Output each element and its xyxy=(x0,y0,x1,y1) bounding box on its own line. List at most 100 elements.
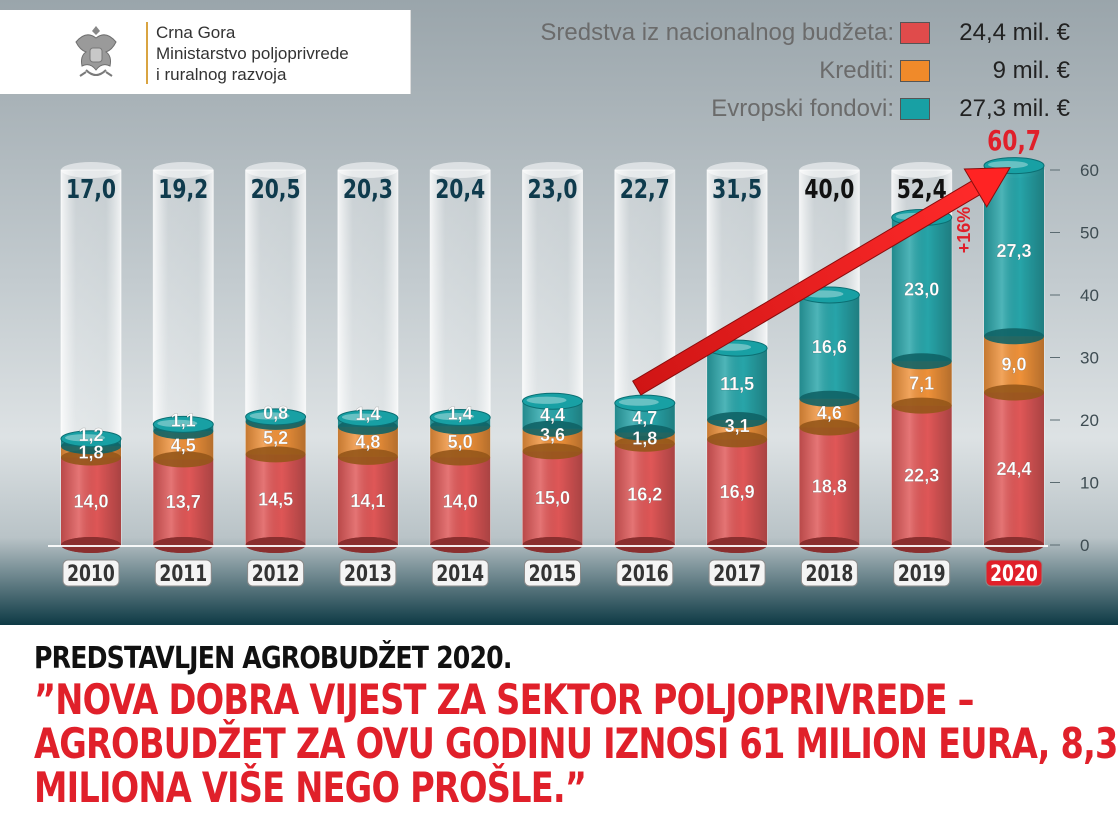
bar-segment-shade xyxy=(245,454,306,545)
bar-top-highlight xyxy=(65,434,105,442)
segment-value-label: 16,6 xyxy=(812,337,847,357)
year-plate xyxy=(62,559,120,587)
ministry-title-line1: Ministarstvo poljoprivrede xyxy=(156,44,349,63)
bar-segment-base xyxy=(799,419,860,436)
bar-total-label: 60,7 xyxy=(987,124,1041,156)
glass-top xyxy=(891,162,952,178)
year-plate xyxy=(247,559,305,587)
legend-label: Krediti: xyxy=(819,57,894,84)
bar-top-highlight xyxy=(526,396,567,404)
year-plate xyxy=(431,559,489,587)
year-plate xyxy=(616,559,674,587)
bar-segment-base xyxy=(245,446,306,463)
bar-top-highlight xyxy=(341,413,382,421)
bar-segment-shade xyxy=(707,439,768,545)
bar-segment-base xyxy=(799,390,860,407)
bar-total-label: 40,0 xyxy=(804,175,854,205)
segment-value-label: 1,4 xyxy=(448,404,473,424)
bar-total-label: 20,4 xyxy=(435,175,485,205)
legend-item-credits: Krediti: 9 mil. € xyxy=(430,52,1070,90)
bar-segment-base xyxy=(891,353,952,370)
year-plate xyxy=(985,559,1043,587)
ministry-name: Crna Gora Ministarstvo poljoprivrede i r… xyxy=(156,22,349,85)
bar-segment-base xyxy=(984,384,1044,401)
bar-top-cap xyxy=(522,392,583,410)
segment-value-label: 14,0 xyxy=(73,491,108,511)
article-headline: PREDSTAVLJEN AGROBUDŽET 2020. ”NOVA DOBR… xyxy=(34,640,1118,812)
legend-item-national-budget: Sredstva iz nacionalnog budžeta: 24,4 mi… xyxy=(430,14,1070,52)
bar-top-cap xyxy=(614,394,676,412)
y-tick-label: 10 xyxy=(1080,474,1099,493)
year-plate xyxy=(893,559,951,587)
bar-top-cap xyxy=(152,415,214,433)
bar-segment-shade xyxy=(799,427,860,545)
legend-swatch-orange xyxy=(900,60,930,82)
headline-quote-line1: ”NOVA DOBRA VIJEST ZA SEKTOR POLJOPRIVRE… xyxy=(34,675,974,724)
bar-segment-base xyxy=(522,443,583,460)
bar-segment-shade xyxy=(799,295,860,399)
bar-segment-shade xyxy=(984,392,1044,545)
segment-value-label: 7,1 xyxy=(909,373,934,393)
bar-top-highlight xyxy=(157,419,198,428)
legend-label: Sredstva iz nacionalnog budžeta: xyxy=(540,19,894,46)
baseline xyxy=(48,545,1048,547)
bar-total-label: 22,7 xyxy=(620,175,670,205)
bar-top-cap xyxy=(245,408,307,426)
segment-value-label: 22,3 xyxy=(904,465,939,485)
y-tick-label: 0 xyxy=(1080,536,1089,555)
segment-value-label: 4,8 xyxy=(355,432,380,452)
legend-swatch-red xyxy=(900,22,930,44)
y-tick-label: 60 xyxy=(1080,161,1099,180)
bar-top-highlight xyxy=(618,398,659,406)
segment-value-label: 3,1 xyxy=(725,416,750,436)
segment-value-label: 4,4 xyxy=(540,405,565,425)
glass-top xyxy=(707,162,768,178)
year-label: 2013 xyxy=(344,561,392,587)
legend-value: 24,4 mil. € xyxy=(959,19,1070,46)
year-label: 2016 xyxy=(621,561,669,587)
bar-total-label: 23,0 xyxy=(528,175,578,205)
segment-value-label: 5,2 xyxy=(263,428,288,448)
headline-quote-line2: AGROBUDŽET ZA OVU GODINU IZNOSI 61 MILIO… xyxy=(34,719,1118,768)
bar-segment-shade xyxy=(337,456,398,545)
segment-value-label: 4,6 xyxy=(817,403,842,423)
year-plate xyxy=(154,559,212,587)
bar-total-label: 20,5 xyxy=(251,175,301,205)
bar-segment-base xyxy=(614,424,675,441)
bar-segment-base xyxy=(430,449,491,466)
segment-value-label: 14,5 xyxy=(258,490,293,510)
growth-annotation: +16% xyxy=(954,207,974,254)
bar-top-highlight xyxy=(434,412,475,421)
year-label: 2014 xyxy=(436,561,484,587)
bar-segment-shade xyxy=(153,459,214,545)
segment-value-label: 4,7 xyxy=(632,408,657,428)
bar-total-label: 17,0 xyxy=(66,175,116,205)
segment-value-label: 14,1 xyxy=(350,491,385,511)
segment-value-label: 11,5 xyxy=(720,374,754,394)
trend-arrow-head xyxy=(963,167,1011,208)
segment-value-label: 13,7 xyxy=(166,492,201,512)
year-label: 2017 xyxy=(713,561,761,587)
legend-value: 27,3 mil. € xyxy=(959,95,1070,122)
bar-segment-base xyxy=(337,448,398,465)
segment-value-label: 24,4 xyxy=(996,459,1031,479)
segment-value-label: 14,0 xyxy=(443,491,478,511)
bar-segment-shade xyxy=(614,443,675,545)
year-label: 2015 xyxy=(529,561,577,587)
segment-value-label: 1,4 xyxy=(355,404,380,424)
y-tick-label: 30 xyxy=(1080,349,1099,368)
headline-quote-line3: MILIONA VIŠE NEGO PROŠLE.” xyxy=(34,763,587,812)
segment-value-label: 23,0 xyxy=(904,279,939,299)
glass-top xyxy=(153,162,214,178)
year-label: 2020 xyxy=(990,561,1038,587)
bar-segment-base xyxy=(891,397,952,414)
segment-value-label: 16,9 xyxy=(720,482,755,502)
year-label: 2019 xyxy=(898,561,946,587)
bar-segment-base xyxy=(61,449,121,466)
year-label: 2010 xyxy=(67,561,115,587)
bar-segment-shade xyxy=(707,348,768,420)
glass-top xyxy=(430,162,491,178)
bar-segment-base xyxy=(707,431,768,448)
ministry-country: Crna Gora xyxy=(156,23,236,42)
